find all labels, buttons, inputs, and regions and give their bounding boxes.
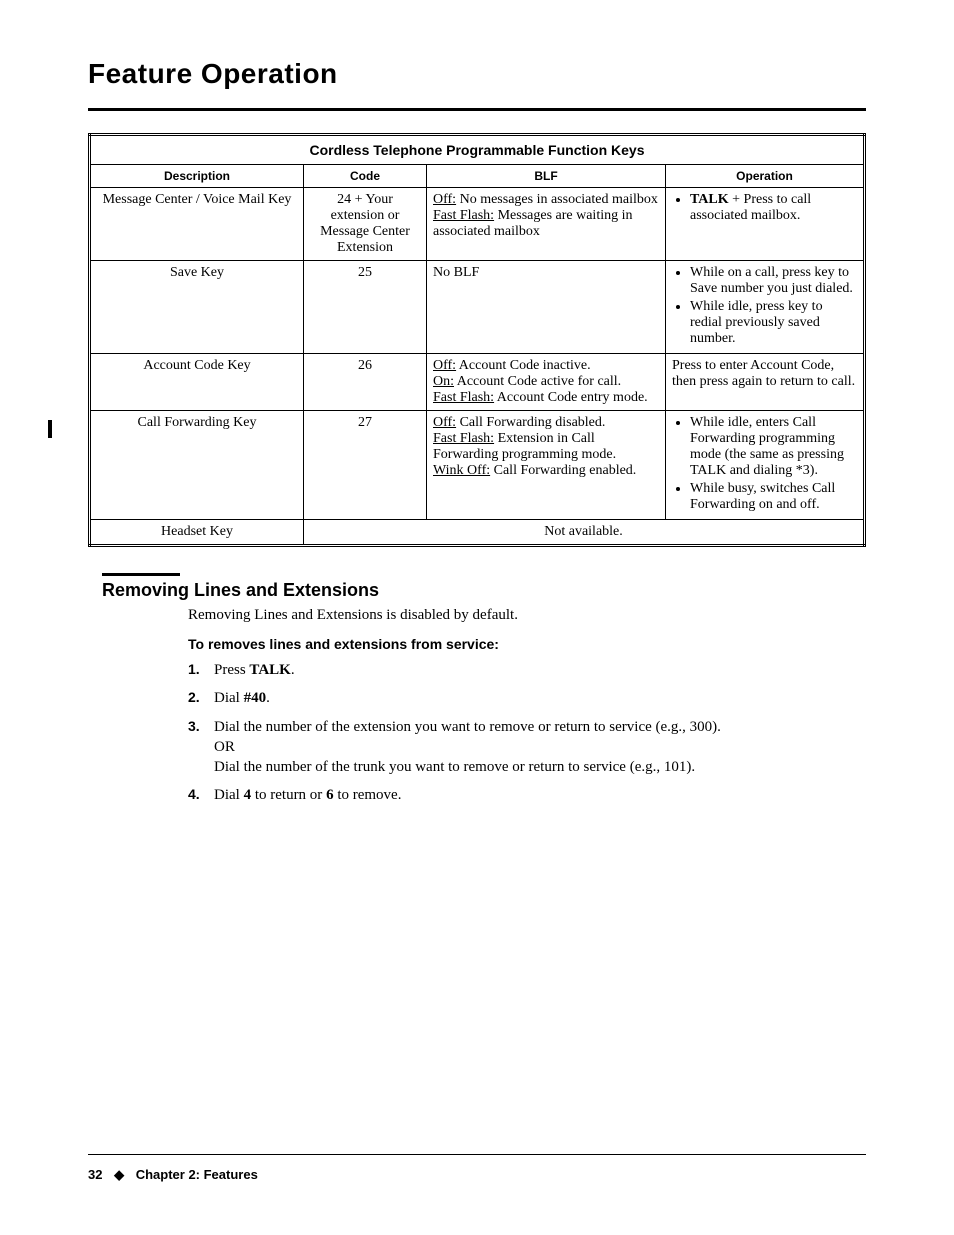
cell-operation: While on a call, press key to Save numbe… bbox=[666, 261, 865, 354]
cell-code: 24 + Your extension or Message Center Ex… bbox=[304, 188, 427, 261]
cell-operation: Press to enter Account Code, then press … bbox=[666, 354, 865, 411]
cell-description: Account Code Key bbox=[90, 354, 304, 411]
cell-code: 26 bbox=[304, 354, 427, 411]
table-caption: Cordless Telephone Programmable Function… bbox=[90, 135, 865, 165]
footer-rule bbox=[88, 1154, 866, 1155]
col-header-operation: Operation bbox=[666, 165, 865, 188]
section-body: Removing Lines and Extensions is disable… bbox=[188, 607, 866, 806]
table-body: Message Center / Voice Mail Key24 + Your… bbox=[90, 188, 865, 546]
section-heading: Removing Lines and Extensions bbox=[102, 580, 866, 601]
table-row: Save Key25No BLFWhile on a call, press k… bbox=[90, 261, 865, 354]
cell-blf: Off: Account Code inactive.On: Account C… bbox=[427, 354, 666, 411]
col-header-blf: BLF bbox=[427, 165, 666, 188]
table-row: Account Code Key26Off: Account Code inac… bbox=[90, 354, 865, 411]
list-item: Dial #40. bbox=[188, 688, 866, 708]
col-header-description: Description bbox=[90, 165, 304, 188]
list-item: Press TALK. bbox=[188, 660, 866, 680]
table-row: Headset KeyNot available. bbox=[90, 520, 865, 546]
cell-description: Headset Key bbox=[90, 520, 304, 546]
page-footer: 32 ◆ Chapter 2: Features bbox=[88, 1167, 258, 1183]
feature-table: Cordless Telephone Programmable Function… bbox=[88, 133, 866, 547]
page-title: Feature Operation bbox=[88, 58, 866, 90]
footer-chapter: Chapter 2: Features bbox=[136, 1167, 258, 1182]
section-intro: Removing Lines and Extensions is disable… bbox=[188, 607, 866, 624]
diamond-icon: ◆ bbox=[114, 1167, 124, 1182]
section-subhead: To removes lines and extensions from ser… bbox=[188, 636, 866, 652]
cell-blf: No BLF bbox=[427, 261, 666, 354]
section-rule bbox=[102, 573, 180, 576]
cell-operation: TALK + Press to call associated mailbox. bbox=[666, 188, 865, 261]
table-row: Call Forwarding Key27Off: Call Forwardin… bbox=[90, 411, 865, 520]
table-header-row: Description Code BLF Operation bbox=[90, 165, 865, 188]
cell-not-available: Not available. bbox=[304, 520, 865, 546]
title-rule bbox=[88, 108, 866, 111]
cell-description: Call Forwarding Key bbox=[90, 411, 304, 520]
cell-blf: Off: No messages in associated mailboxFa… bbox=[427, 188, 666, 261]
cell-description: Save Key bbox=[90, 261, 304, 354]
list-item: Dial the number of the extension you wan… bbox=[188, 717, 866, 778]
table-row: Message Center / Voice Mail Key24 + Your… bbox=[90, 188, 865, 261]
cell-code: 25 bbox=[304, 261, 427, 354]
page: Feature Operation Cordless Telephone Pro… bbox=[0, 0, 954, 1235]
cell-operation: While idle, enters Call Forwarding progr… bbox=[666, 411, 865, 520]
change-bar-icon bbox=[48, 420, 52, 438]
cell-code: 27 bbox=[304, 411, 427, 520]
steps-list: Press TALK. Dial #40. Dial the number of t… bbox=[188, 660, 866, 806]
cell-blf: Off: Call Forwarding disabled.Fast Flash… bbox=[427, 411, 666, 520]
cell-description: Message Center / Voice Mail Key bbox=[90, 188, 304, 261]
list-item: Dial 4 to return or 6 to remove. bbox=[188, 785, 866, 805]
footer-page-number: 32 bbox=[88, 1167, 102, 1182]
col-header-code: Code bbox=[304, 165, 427, 188]
